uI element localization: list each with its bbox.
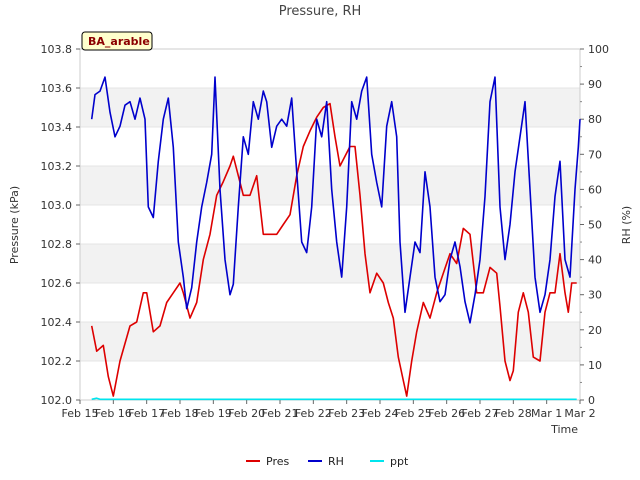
y-right-tick-label: 100	[588, 43, 609, 56]
y-right-tick-label: 20	[588, 324, 602, 337]
x-axis-title: Time	[550, 423, 578, 436]
badge-box	[81, 31, 153, 51]
y-left-tick-label: 103.0	[41, 199, 73, 212]
x-tick-label: Feb 22	[295, 407, 332, 420]
y-axis-right: 0 10 20 30 40 50 60 70 80 90 100	[580, 43, 609, 407]
y-left-tick-label: 102.2	[41, 355, 73, 368]
y-right-tick-label: 90	[588, 78, 602, 91]
legend-label-ppt: ppt	[390, 455, 409, 468]
chart-title: Pressure, RH	[279, 4, 362, 19]
y-left-tick-label: 102.0	[41, 394, 73, 407]
y-left-tick-label: 102.6	[41, 277, 73, 290]
y-left-tick-label: 103.4	[41, 121, 73, 134]
y-right-tick-label: 40	[588, 254, 602, 267]
series-line-rh	[90, 76, 581, 324]
y-right-tick-label: 0	[588, 394, 595, 407]
y-right-tick-label: 60	[588, 183, 602, 196]
y-right-tick-label: 80	[588, 113, 602, 126]
x-tick-label: Feb 19	[195, 407, 232, 420]
y-right-tick-label: 10	[588, 359, 602, 372]
x-tick-label: Feb 23	[328, 407, 365, 420]
y-left-tick-label: 103.8	[41, 43, 73, 56]
y-right-tick-label: 30	[588, 289, 602, 302]
x-tick-label: Feb 15	[62, 407, 99, 420]
legend: Pres RH ppt	[246, 455, 409, 468]
grid-band	[80, 244, 580, 283]
x-tick-label: Feb 27	[462, 407, 499, 420]
badge-label: BA_arable	[88, 35, 150, 48]
x-tick-label: Feb 16	[95, 407, 132, 420]
x-tick-label: Feb 18	[162, 407, 199, 420]
grid-band	[80, 322, 580, 361]
y-left-tick-label: 102.8	[41, 238, 73, 251]
x-tick-label: Feb 28	[495, 407, 532, 420]
x-tick-label: Feb 26	[428, 407, 465, 420]
badge: BA_arable	[81, 31, 153, 51]
series-layer	[90, 76, 581, 401]
legend-label-pres: Pres	[266, 455, 289, 468]
x-tick-label: Mar 1	[531, 407, 562, 420]
y-axis-left-title: Pressure (kPa)	[8, 186, 21, 264]
y-left-tick-label: 102.4	[41, 316, 73, 329]
x-tick-label: Feb 21	[262, 407, 299, 420]
y-left-tick-label: 103.2	[41, 160, 73, 173]
x-tick-label: Feb 20	[228, 407, 265, 420]
legend-label-rh: RH	[328, 455, 344, 468]
x-tick-label: Feb 25	[395, 407, 432, 420]
series-line-ppt	[91, 397, 577, 401]
grid-bands	[80, 87, 580, 362]
x-tick-label: Feb 17	[128, 407, 165, 420]
y-right-tick-label: 50	[588, 219, 602, 232]
y-left-tick-label: 103.6	[41, 82, 73, 95]
y-axis-right-title: RH (%)	[620, 206, 633, 244]
x-tick-label: Feb 24	[362, 407, 399, 420]
y-axis-left: 102.0 102.2 102.4 102.6 102.8 103.0 103.2 103.4…	[41, 43, 80, 407]
y-right-tick-label: 70	[588, 148, 602, 161]
x-tick-label: Mar 2	[564, 407, 595, 420]
